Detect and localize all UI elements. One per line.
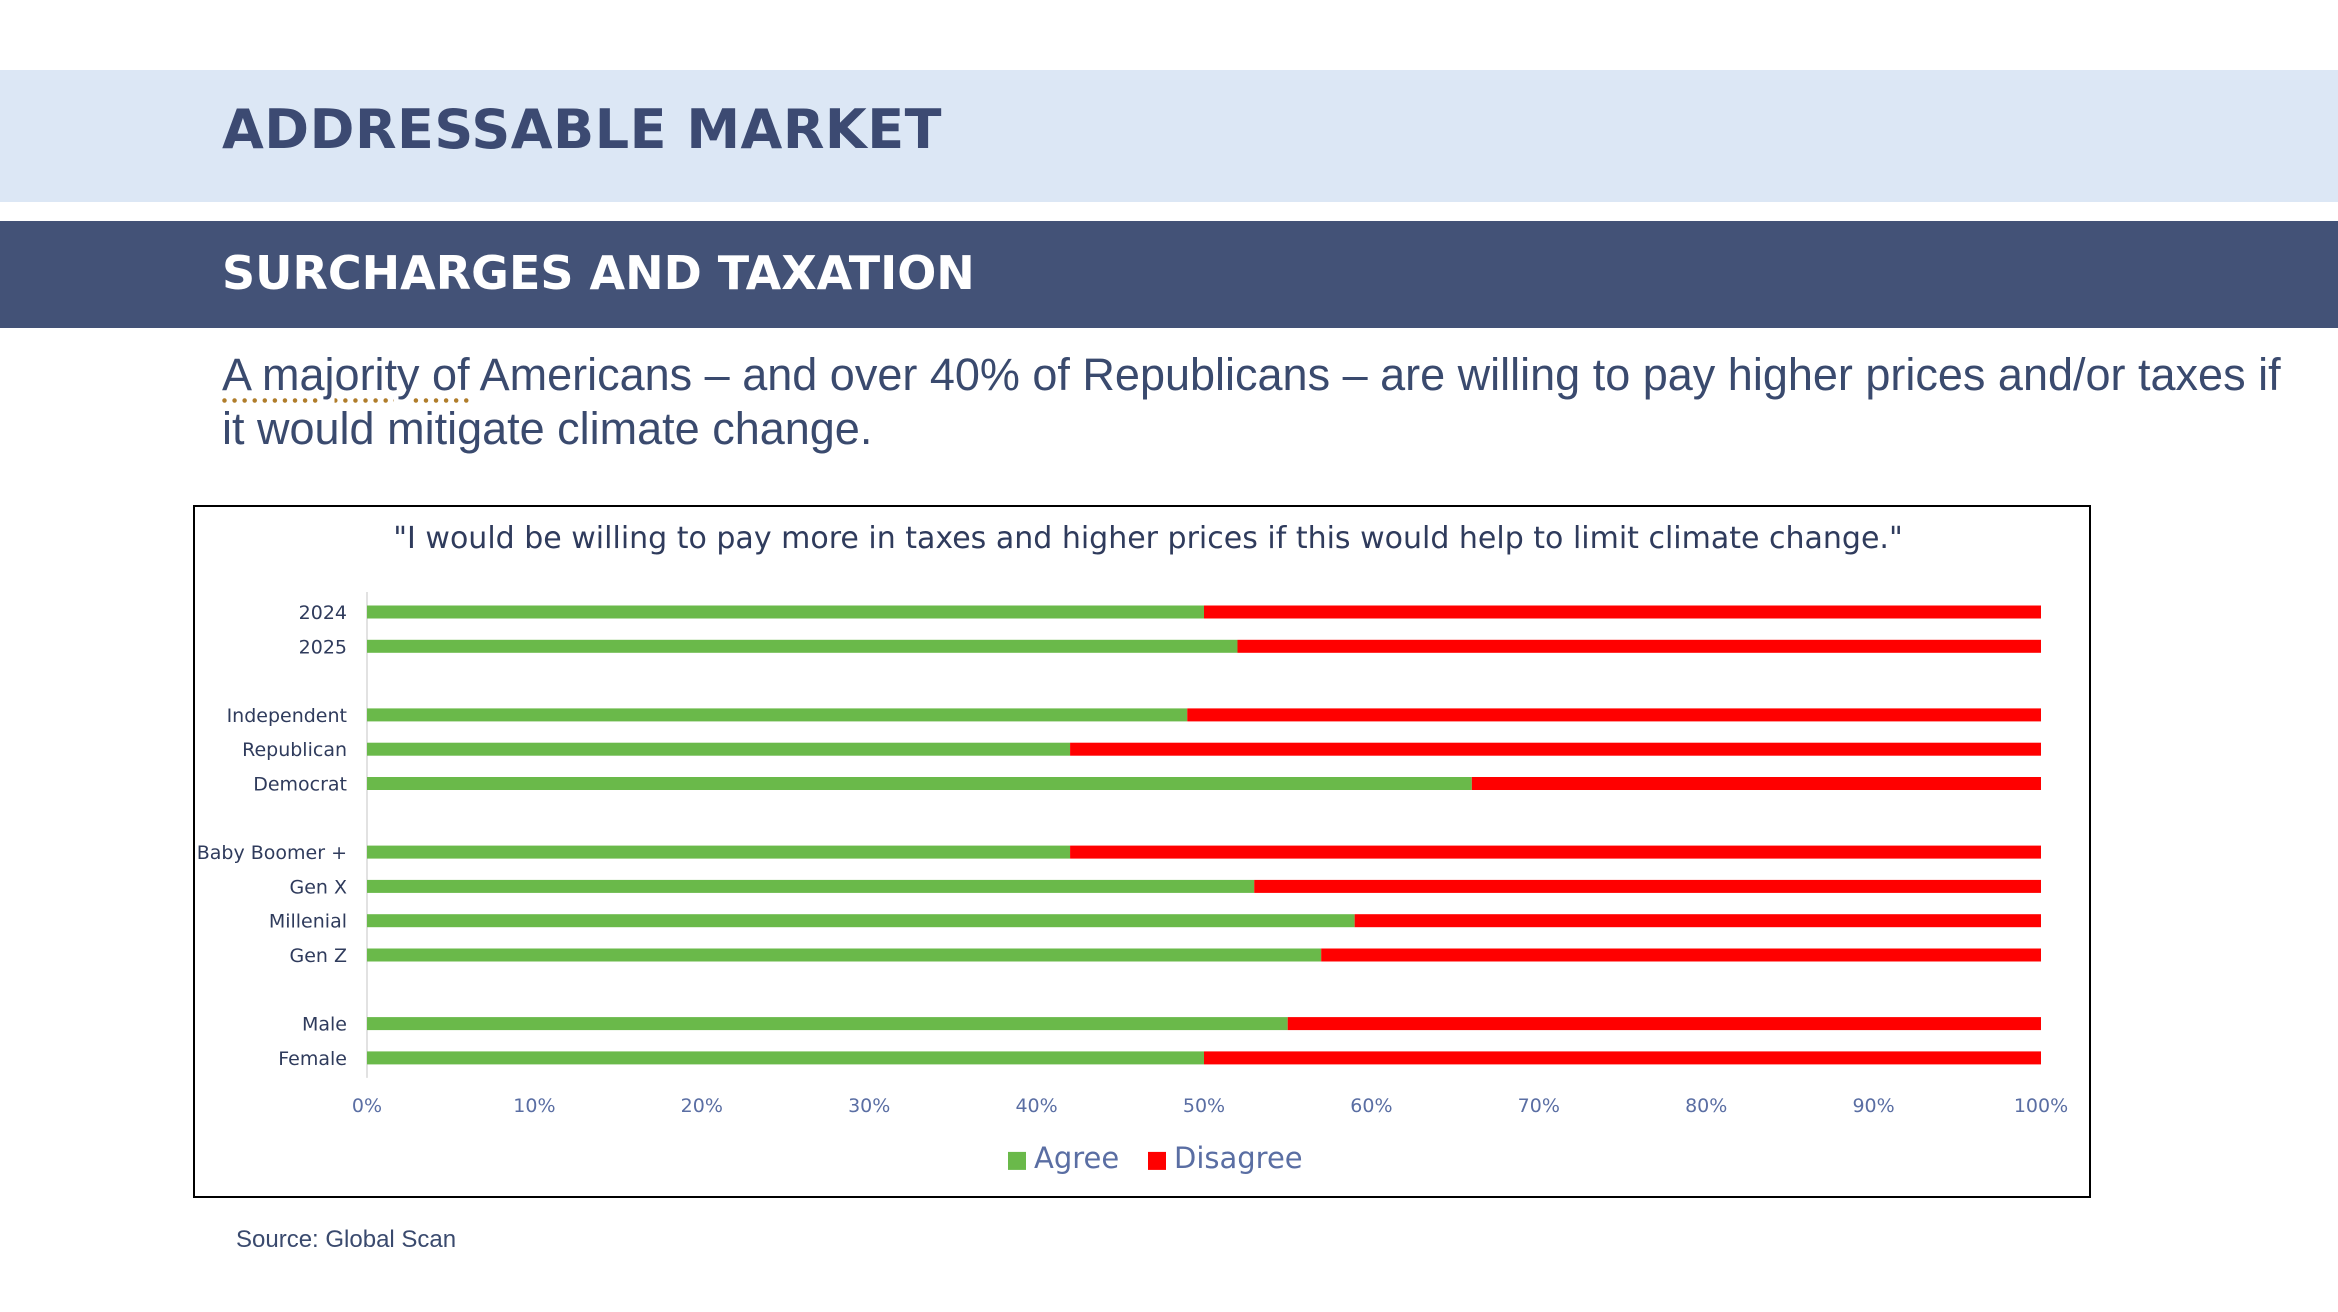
legend-swatch-disagree <box>1148 1151 1166 1170</box>
category-label: Republican <box>242 739 347 761</box>
x-tick-label: 70% <box>1518 1095 1560 1117</box>
bar-disagree <box>1471 777 2041 790</box>
bar-agree <box>367 639 1238 653</box>
chart-frame: "I would be willing to pay more in taxes… <box>193 505 2091 1198</box>
bar-agree <box>367 845 1071 859</box>
legend: Agree Disagree <box>1008 1141 1303 1175</box>
category-label: Democrat <box>253 774 347 796</box>
bar-disagree <box>1287 1017 2041 1031</box>
x-tick-label: 60% <box>1350 1095 1392 1117</box>
source-note: Source: Global Scan <box>236 1226 457 1253</box>
bar-agree <box>367 1051 1204 1065</box>
subtitle-band <box>0 221 2338 328</box>
x-tick-label: 40% <box>1015 1095 1057 1117</box>
x-tick-label: 20% <box>681 1095 723 1117</box>
bar-disagree <box>1254 879 2041 893</box>
bars <box>366 592 2041 1078</box>
x-tick-label: 90% <box>1852 1095 1894 1117</box>
bar-agree <box>367 948 1322 962</box>
lead-text: A majority of Americans – and over 40% o… <box>222 348 2292 456</box>
x-tick-label: 0% <box>352 1095 382 1117</box>
category-label: Independent <box>227 705 347 727</box>
page-title: ADDRESSABLE MARKET <box>222 98 942 161</box>
x-tick-labels: 0% 10% 20% 30% 40% 50% 60% 70% 80% 90% 100% <box>352 1095 2068 1117</box>
bar-agree <box>367 777 1472 790</box>
x-tick-label: 30% <box>848 1095 890 1117</box>
lead-text-underlined: A majority of <box>222 349 470 400</box>
category-label: Male <box>302 1014 347 1036</box>
x-tick-label: 80% <box>1685 1095 1727 1117</box>
legend-swatch-agree <box>1008 1151 1026 1170</box>
category-label: 2025 <box>299 636 347 658</box>
title-band <box>0 70 2338 202</box>
category-label: Gen X <box>289 876 347 898</box>
category-label: Female <box>278 1048 347 1070</box>
bar-disagree <box>1070 742 2041 756</box>
bar-agree <box>367 1017 1288 1031</box>
bar-agree <box>367 708 1188 722</box>
category-labels: 2024 2025 Independent Republican Democrat Bab… <box>197 602 347 1070</box>
category-label: 2024 <box>299 602 347 624</box>
section-title: SURCHARGES AND TAXATION <box>222 246 975 300</box>
bar-agree <box>367 879 1255 893</box>
category-label: Baby Boomer + <box>197 842 347 864</box>
lead-text-rest: Americans – and over 40% of Republicans … <box>222 349 2281 454</box>
x-tick-label: 10% <box>513 1095 555 1117</box>
chart-title: "I would be willing to pay more in taxes… <box>393 521 1903 556</box>
bar-disagree <box>1204 605 2041 619</box>
bar-agree <box>367 742 1071 756</box>
bar-disagree <box>1070 845 2041 859</box>
x-tick-label: 50% <box>1183 1095 1225 1117</box>
bar-agree <box>367 605 1204 619</box>
stacked-bar-chart: "I would be willing to pay more in taxes… <box>197 521 2068 1175</box>
bar-disagree <box>1237 639 2041 653</box>
x-tick-label: 100% <box>2014 1095 2068 1117</box>
category-label: Millenial <box>269 911 347 933</box>
bar-disagree <box>1354 914 2041 928</box>
category-label: Gen Z <box>289 945 347 967</box>
bar-disagree <box>1321 948 2041 962</box>
bar-agree <box>367 914 1355 928</box>
bar-disagree <box>1204 1051 2041 1065</box>
legend-label-disagree: Disagree <box>1174 1141 1303 1175</box>
bar-disagree <box>1187 708 2041 722</box>
legend-label-agree: Agree <box>1034 1141 1119 1175</box>
